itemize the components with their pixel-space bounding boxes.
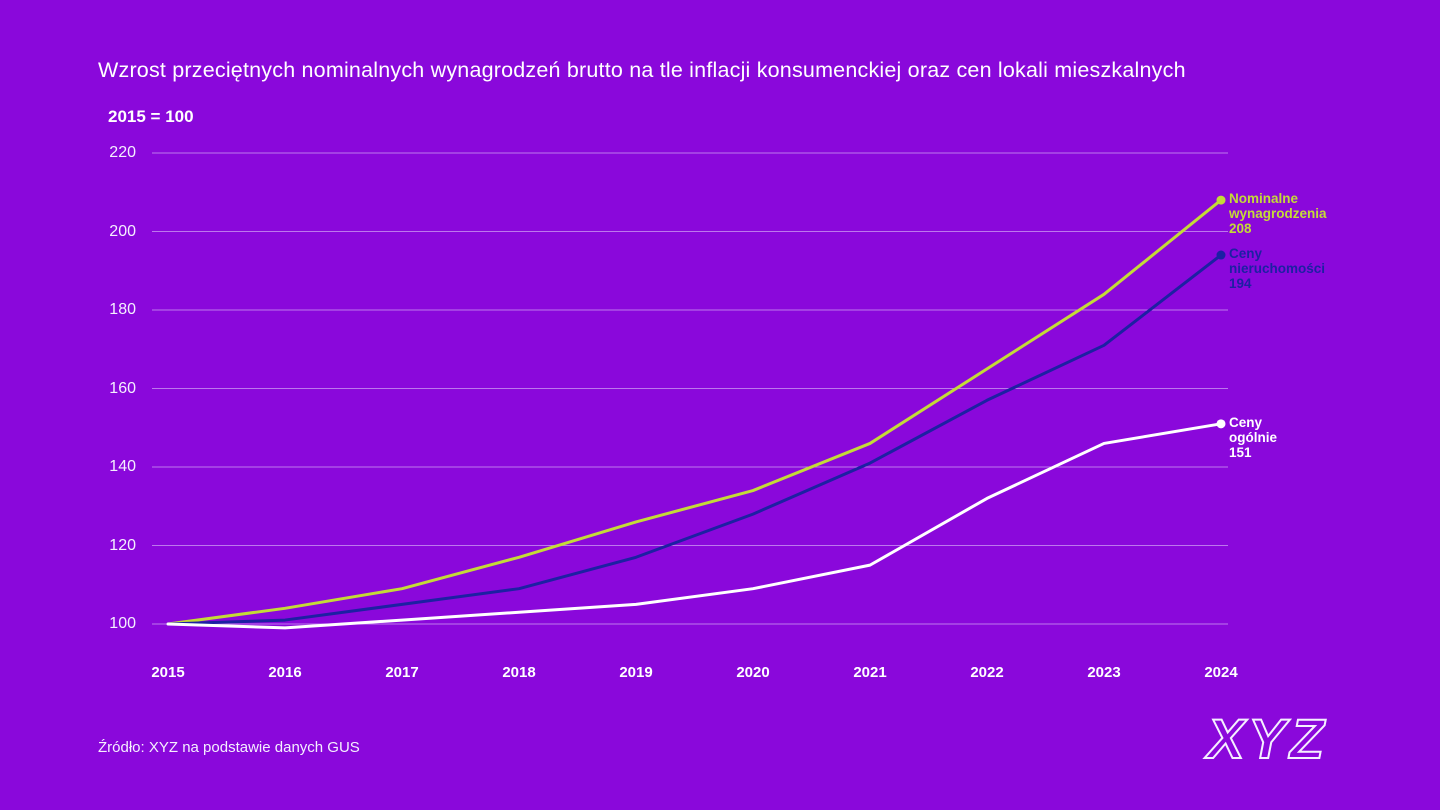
y-axis-label: 200	[109, 222, 136, 240]
x-axis-label: 2017	[385, 664, 419, 681]
series-end-label-line: Nominalne	[1229, 191, 1299, 207]
x-axis-label: 2018	[502, 664, 536, 681]
y-axis-label: 160	[109, 379, 136, 397]
y-axis-label: 140	[109, 458, 136, 475]
series-end-label: Ceny nieruchomości 194	[1229, 246, 1325, 291]
series-end-label: Nominalne wynagrodzenia 208	[1229, 191, 1327, 236]
brand-logo: XYZ	[1206, 706, 1328, 771]
series-end-label: Ceny ogólnie 151	[1229, 415, 1277, 460]
x-axis-label: 2016	[268, 664, 302, 681]
y-axis-label: 100	[109, 615, 136, 632]
series-end-label-line: ogólnie	[1229, 429, 1277, 445]
series-end-label-line: 151	[1229, 444, 1252, 460]
x-axis-label: 2020	[736, 664, 770, 681]
series-line	[166, 198, 1223, 626]
x-axis-label: 2023	[1087, 664, 1121, 681]
y-axis-label: 120	[109, 536, 136, 554]
series-end-label-line: Ceny	[1229, 246, 1263, 262]
page-title: Wzrost przeciętnych nominalnych wynagrod…	[98, 58, 1186, 82]
series-end-label-line: 194	[1229, 276, 1252, 292]
series-end-label-line: 208	[1229, 221, 1252, 237]
series-endpoint-dot	[1216, 195, 1226, 205]
series-end-label-line: nieruchomości	[1229, 261, 1326, 277]
index-base-note: 2015 = 100	[108, 107, 194, 126]
x-axis-label: 2021	[853, 664, 887, 681]
series-end-label-line: wynagrodzenia	[1229, 206, 1327, 222]
series-line	[166, 422, 1223, 630]
y-axis-label: 220	[109, 144, 136, 161]
series-end-label-line: Ceny	[1229, 414, 1263, 430]
x-axis-label: 2024	[1204, 664, 1238, 681]
y-axis-label: 180	[109, 301, 136, 318]
source-note: Źródło: XYZ na podstawie danych GUS	[98, 739, 360, 756]
x-axis-label: 2015	[151, 664, 185, 681]
series-endpoint-dot	[1216, 419, 1226, 429]
series-line	[166, 253, 1223, 626]
x-axis-label: 2022	[970, 664, 1004, 681]
x-axis-label: 2019	[619, 664, 653, 681]
series-endpoint-dot	[1216, 250, 1226, 260]
